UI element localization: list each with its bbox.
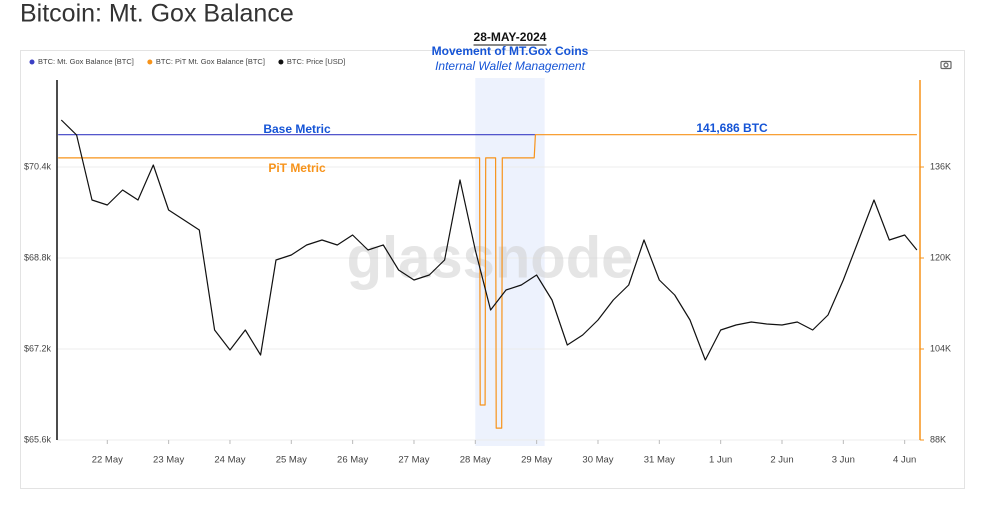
camera-icon[interactable]: [940, 60, 952, 70]
highlight-band: [475, 78, 545, 446]
pit-metric-label: PiT Metric: [268, 161, 326, 175]
y-tick-label: $67.2k: [24, 343, 52, 353]
x-tick-label: 26 May: [337, 455, 368, 466]
series-line: [60, 119, 918, 361]
y-tick-label: $68.8k: [24, 252, 52, 262]
annotation-date: 28-MAY-2024: [474, 30, 547, 44]
legend-swatch: [278, 59, 284, 65]
x-tick-label: 30 May: [582, 455, 613, 466]
x-tick-label: 3 Jun: [832, 455, 855, 466]
legend-swatch: [29, 59, 35, 65]
page-title: Bitcoin: Mt. Gox Balance: [20, 0, 294, 28]
legend-swatch: [147, 59, 153, 65]
x-tick-label: 23 May: [153, 455, 184, 466]
y2-tick-label: 104K: [930, 343, 951, 353]
x-tick-label: 2 Jun: [770, 455, 793, 466]
annotation-headline: Movement of MT.Gox Coins: [432, 44, 589, 58]
x-tick-label: 27 May: [398, 455, 429, 466]
y-tick-label: $65.6k: [24, 434, 52, 444]
legend-label: BTC: Price [USD]: [287, 57, 345, 66]
y2-tick-label: 136K: [930, 161, 951, 171]
x-tick-label: 1 Jun: [709, 455, 732, 466]
x-tick-label: 4 Jun: [893, 455, 916, 466]
watermark: glassnode: [347, 225, 634, 290]
legend-label: BTC: Mt. Gox Balance [BTC]: [38, 57, 134, 66]
y2-tick-label: 88K: [930, 434, 946, 444]
x-tick-label: 31 May: [644, 455, 675, 466]
x-tick-label: 25 May: [276, 455, 307, 466]
x-tick-label: 28 May: [460, 455, 491, 466]
balance-value-label: 141,686 BTC: [696, 121, 768, 135]
x-tick-label: 22 May: [92, 455, 123, 466]
y2-tick-label: 120K: [930, 252, 951, 262]
annotation-subline: Internal Wallet Management: [435, 59, 586, 73]
y-tick-label: $70.4k: [24, 161, 52, 171]
series-line: [58, 134, 917, 429]
x-tick-label: 24 May: [214, 455, 245, 466]
x-tick-label: 29 May: [521, 455, 552, 466]
base-metric-label: Base Metric: [263, 122, 331, 136]
legend-label: BTC: PiT Mt. Gox Balance [BTC]: [156, 57, 265, 66]
